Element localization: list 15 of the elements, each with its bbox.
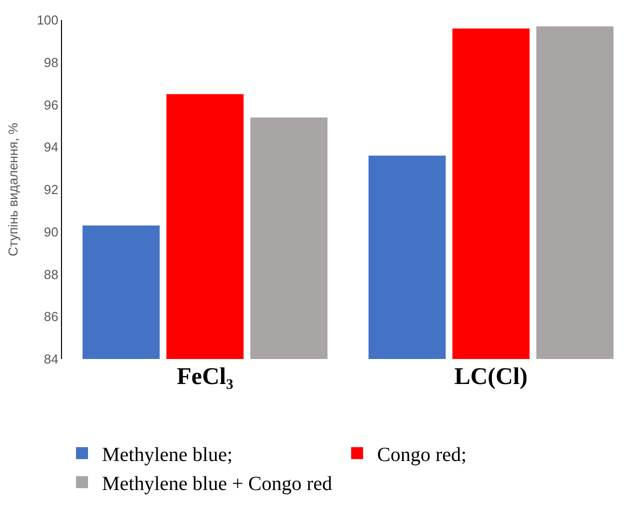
y-tick-label: 88 [44, 266, 58, 282]
y-tick-label: 96 [44, 97, 58, 112]
y-tick-label: 90 [44, 224, 58, 240]
x-tick-label: LC(Cl) [454, 364, 528, 390]
y-axis-title: Ступінь видалення, % [6, 122, 21, 256]
y-tick-label: 98 [44, 54, 58, 70]
x-tick-label: FeCl₃ [176, 364, 234, 390]
y-tick-label: 86 [44, 309, 58, 324]
legend-label: Methylene blue + Congo red [102, 472, 332, 495]
y-tick-label: 92 [44, 182, 58, 198]
legend-label: Methylene blue; [102, 444, 233, 466]
legend-label: Congo red; [377, 444, 467, 466]
y-tick-label: 100 [36, 12, 58, 28]
y-tick-label: 84 [44, 352, 58, 367]
y-tick-label: 94 [44, 140, 58, 155]
